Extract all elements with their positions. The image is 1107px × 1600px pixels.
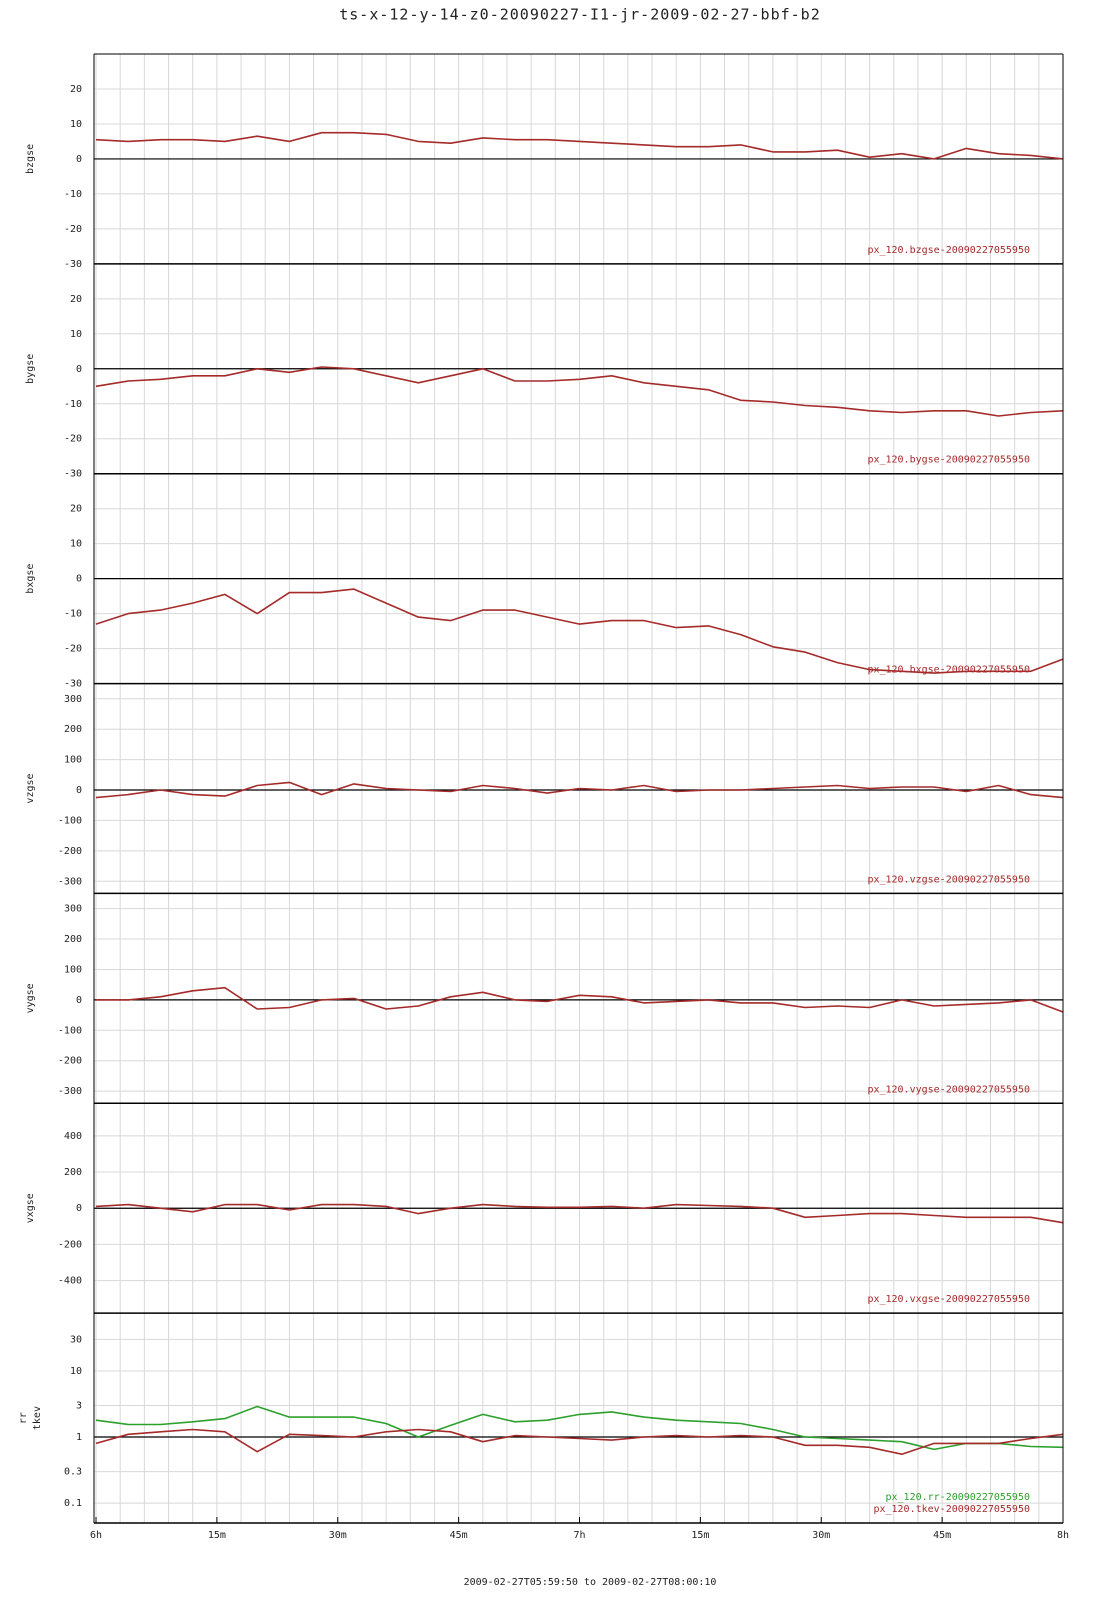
- series-line: [95, 781, 1064, 799]
- legend-label: px_120.vzgse-20090227055950: [867, 874, 1030, 885]
- legend-label: px_120.bzgse-20090227055950: [867, 245, 1030, 256]
- y-tick-label: 10: [70, 119, 82, 130]
- x-tick-label: 15m: [691, 1530, 709, 1541]
- y-tick-label: 0: [76, 1203, 82, 1214]
- y-axis-label: bygse: [25, 354, 36, 384]
- y-tick-label: 300: [64, 904, 82, 915]
- y-tick-label: 20: [70, 84, 82, 95]
- y-tick-label: -30: [64, 469, 82, 480]
- x-tick-label: 7h: [573, 1530, 585, 1541]
- y-tick-label: 0.3: [64, 1467, 82, 1478]
- legend-label: px_120.bygse-20090227055950: [867, 455, 1030, 466]
- y-tick-label: -20: [64, 224, 82, 235]
- y-tick-label: 0: [76, 574, 82, 585]
- x-tick-label: 45m: [450, 1530, 468, 1541]
- series-line: [96, 986, 1064, 1013]
- y-tick-label: 10: [70, 1366, 82, 1377]
- x-tick-label: 45m: [933, 1530, 951, 1541]
- y-tick-label: -10: [64, 609, 82, 620]
- y-tick-label: -100: [58, 1025, 82, 1036]
- legend-label: px_120.vxgse-20090227055950: [867, 1294, 1030, 1305]
- legend-label: px_120.bxgse-20090227055950: [867, 665, 1030, 676]
- y-tick-label: 20: [70, 294, 82, 305]
- y-tick-label: 100: [64, 964, 82, 975]
- y-tick-label: 200: [64, 934, 82, 945]
- x-caption: 2009-02-27T05:59:50 to 2009-02-27T08:00:…: [464, 1577, 717, 1588]
- y-tick-label: 0: [76, 364, 82, 375]
- series-line: [95, 588, 1064, 674]
- y-axis-label: bxgse: [25, 564, 36, 594]
- y-tick-label: -20: [64, 644, 82, 655]
- x-tick-label: 15m: [208, 1530, 226, 1541]
- series-line: [95, 1405, 1064, 1451]
- x-tick-label: 30m: [812, 1530, 830, 1541]
- y-tick-label: -200: [58, 846, 82, 857]
- series-line: [95, 1428, 1064, 1455]
- legend-label: px_120.rr-20090227055950: [886, 1492, 1031, 1503]
- y-tick-label: 400: [64, 1131, 82, 1142]
- y-tick-label: -10: [64, 189, 82, 200]
- series-line: [95, 131, 1064, 160]
- y-tick-label: 1: [76, 1432, 82, 1443]
- legend-label: px_120.vygse-20090227055950: [867, 1084, 1030, 1095]
- y-tick-label: -100: [58, 815, 82, 826]
- y-axis-label: vygse: [25, 983, 36, 1013]
- y-tick-label: 20: [70, 504, 82, 515]
- y-tick-label: -200: [58, 1239, 82, 1250]
- y-tick-label: -30: [64, 259, 82, 270]
- y-tick-label: 3: [76, 1401, 82, 1412]
- series-line: [95, 1203, 1064, 1224]
- y-tick-label: -20: [64, 434, 82, 445]
- y-tick-label: -300: [58, 876, 82, 887]
- y-tick-label: 200: [64, 724, 82, 735]
- legend-label: px_120.tkev-20090227055950: [873, 1504, 1030, 1515]
- y-axis-label: bzgse: [25, 144, 36, 174]
- series-line: [95, 366, 1064, 417]
- y-tick-label: 30: [70, 1334, 82, 1345]
- x-tick-label: 6h: [90, 1530, 102, 1541]
- x-tick-label: 8h: [1057, 1530, 1069, 1541]
- y-axis-label: tkev: [32, 1406, 43, 1430]
- y-tick-label: 200: [64, 1167, 82, 1178]
- y-tick-label: -30: [64, 679, 82, 690]
- y-tick-label: 0: [76, 995, 82, 1006]
- y-tick-label: -200: [58, 1056, 82, 1067]
- y-axis-label: rr: [18, 1412, 29, 1424]
- y-tick-label: 100: [64, 755, 82, 766]
- chart-title: ts-x-12-y-14-z0-20090227-I1-jr-2009-02-2…: [339, 6, 820, 24]
- x-tick-label: 30m: [329, 1530, 347, 1541]
- y-tick-label: -400: [58, 1276, 82, 1287]
- y-tick-label: -10: [64, 399, 82, 410]
- y-tick-label: 300: [64, 694, 82, 705]
- y-tick-label: -300: [58, 1086, 82, 1097]
- y-tick-label: 10: [70, 539, 82, 550]
- y-tick-label: 0.1: [64, 1498, 82, 1509]
- y-axis-label: vzgse: [25, 773, 36, 803]
- y-tick-label: 10: [70, 329, 82, 340]
- y-axis-label: vxgse: [25, 1193, 36, 1223]
- y-tick-label: 0: [76, 785, 82, 796]
- y-tick-label: 0: [76, 154, 82, 165]
